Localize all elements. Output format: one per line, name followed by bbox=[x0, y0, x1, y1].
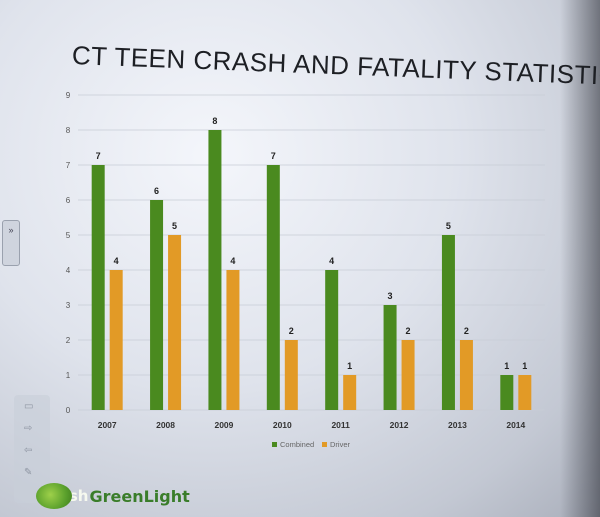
slide-panel-toggle[interactable]: » bbox=[2, 220, 20, 266]
data-label: 2 bbox=[289, 326, 294, 336]
data-label: 2 bbox=[406, 326, 411, 336]
data-label: 2 bbox=[464, 326, 469, 336]
data-label: 4 bbox=[230, 256, 235, 266]
bar-combined bbox=[150, 200, 164, 410]
bar-driver bbox=[401, 340, 415, 410]
y-tick-label: 8 bbox=[66, 126, 71, 135]
bar-combined bbox=[383, 305, 397, 410]
x-tick-label: 2010 bbox=[273, 420, 292, 430]
freshgreenlight-logo: Fresh GreenLight bbox=[36, 482, 190, 510]
legend-label: Driver bbox=[330, 440, 351, 449]
data-label: 1 bbox=[522, 361, 527, 371]
screen-edge-shadow bbox=[560, 0, 600, 517]
data-label: 7 bbox=[96, 151, 101, 161]
x-tick-label: 2012 bbox=[390, 420, 409, 430]
data-label: 4 bbox=[329, 256, 334, 266]
x-tick-label: 2011 bbox=[331, 420, 350, 430]
y-tick-label: 9 bbox=[66, 91, 71, 100]
bar-driver bbox=[226, 270, 240, 410]
double-chevron-icon: » bbox=[8, 225, 14, 235]
next-arrow-icon[interactable]: ⇨ bbox=[24, 423, 33, 434]
y-tick-label: 1 bbox=[66, 371, 71, 380]
logo-greenlight-text: GreenLight bbox=[89, 486, 190, 506]
data-label: 4 bbox=[114, 256, 119, 266]
x-tick-label: 2013 bbox=[448, 420, 467, 430]
bar-combined bbox=[325, 270, 339, 410]
legend-swatch bbox=[322, 442, 327, 447]
bar-combined bbox=[441, 235, 455, 410]
prev-arrow-icon[interactable]: ⇦ bbox=[24, 445, 33, 456]
legend-swatch bbox=[272, 442, 277, 447]
x-tick-label: 2007 bbox=[98, 420, 117, 430]
data-label: 5 bbox=[172, 221, 177, 231]
data-label: 3 bbox=[388, 291, 393, 301]
x-tick-label: 2009 bbox=[214, 420, 233, 430]
data-label: 8 bbox=[212, 116, 217, 126]
bar-driver bbox=[459, 340, 473, 410]
bar-driver bbox=[109, 270, 123, 410]
bar-driver bbox=[343, 375, 357, 410]
y-tick-label: 5 bbox=[66, 231, 71, 240]
x-tick-label: 2014 bbox=[506, 420, 525, 430]
pointer-icon[interactable]: ▭ bbox=[24, 401, 34, 412]
data-label: 1 bbox=[347, 361, 352, 371]
data-label: 6 bbox=[154, 186, 159, 196]
bar-driver bbox=[168, 235, 182, 410]
y-tick-label: 6 bbox=[66, 196, 71, 205]
data-label: 5 bbox=[446, 221, 451, 231]
data-label: 7 bbox=[271, 151, 276, 161]
bar-combined bbox=[266, 165, 280, 410]
bar-combined bbox=[208, 130, 222, 410]
y-tick-label: 7 bbox=[66, 161, 71, 170]
bar-driver bbox=[284, 340, 298, 410]
y-tick-label: 4 bbox=[66, 266, 71, 275]
legend-label: Combined bbox=[280, 440, 314, 449]
data-label: 1 bbox=[504, 361, 509, 371]
y-tick-label: 3 bbox=[66, 301, 71, 310]
bar-combined bbox=[91, 165, 105, 410]
bar-combined bbox=[500, 375, 514, 410]
leaf-icon bbox=[36, 483, 72, 509]
pen-icon[interactable]: ✎ bbox=[24, 467, 33, 478]
y-tick-label: 0 bbox=[66, 406, 71, 415]
y-tick-label: 2 bbox=[66, 336, 71, 345]
bar-driver bbox=[518, 375, 532, 410]
x-tick-label: 2008 bbox=[156, 420, 175, 430]
